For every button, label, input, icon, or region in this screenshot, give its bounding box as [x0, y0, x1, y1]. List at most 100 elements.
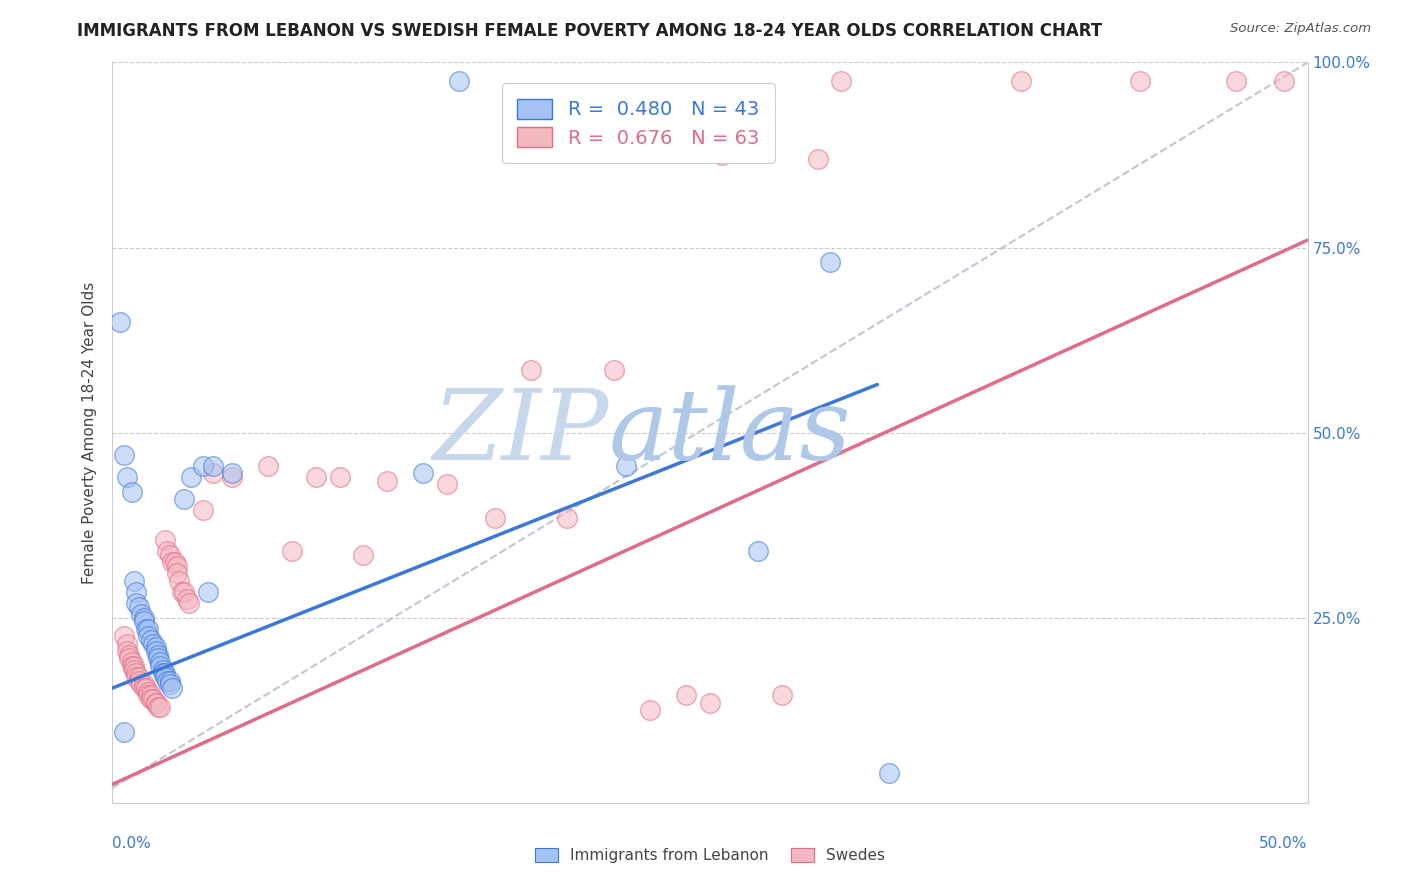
- Point: [818, 255, 841, 269]
- Text: Source: ZipAtlas.com: Source: ZipAtlas.com: [1230, 22, 1371, 36]
- Point: [115, 637, 138, 651]
- Point: [520, 362, 543, 376]
- Point: [173, 492, 195, 507]
- Point: [122, 658, 145, 673]
- Point: [329, 470, 352, 484]
- Point: [1225, 74, 1247, 88]
- Point: [115, 644, 138, 658]
- Point: [221, 470, 243, 484]
- Point: [193, 458, 215, 473]
- Point: [163, 555, 186, 569]
- Point: [156, 544, 179, 558]
- Point: [675, 689, 697, 703]
- Point: [146, 651, 169, 665]
- Point: [135, 681, 157, 695]
- Point: [603, 362, 626, 376]
- Point: [159, 673, 181, 688]
- Point: [125, 584, 148, 599]
- Point: [138, 629, 160, 643]
- Point: [305, 470, 328, 484]
- Point: [114, 448, 135, 462]
- Point: [1010, 74, 1032, 88]
- Point: [162, 555, 183, 569]
- Point: [145, 644, 167, 658]
- Point: [118, 648, 141, 662]
- Point: [153, 666, 176, 681]
- Point: [807, 152, 830, 166]
- Point: [114, 725, 135, 739]
- Point: [152, 666, 174, 681]
- Point: [436, 477, 458, 491]
- Point: [145, 696, 167, 710]
- Text: 0.0%: 0.0%: [112, 836, 152, 851]
- Point: [129, 677, 152, 691]
- Point: [447, 74, 470, 88]
- Point: [115, 470, 138, 484]
- Point: [770, 689, 793, 703]
- Point: [145, 696, 167, 710]
- Point: [166, 566, 188, 581]
- Point: [377, 474, 399, 488]
- Point: [166, 558, 188, 573]
- Point: [129, 607, 152, 621]
- Point: [201, 458, 224, 473]
- Point: [142, 637, 165, 651]
- Legend: Immigrants from Lebanon, Swedes: Immigrants from Lebanon, Swedes: [529, 842, 891, 869]
- Text: IMMIGRANTS FROM LEBANON VS SWEDISH FEMALE POVERTY AMONG 18-24 YEAR OLDS CORRELAT: IMMIGRANTS FROM LEBANON VS SWEDISH FEMAL…: [77, 22, 1102, 40]
- Point: [162, 681, 183, 695]
- Point: [121, 658, 143, 673]
- Text: atlas: atlas: [609, 385, 851, 480]
- Point: [125, 666, 148, 681]
- Point: [173, 584, 195, 599]
- Point: [412, 467, 434, 481]
- Point: [125, 596, 148, 610]
- Point: [128, 670, 150, 684]
- Point: [352, 548, 374, 562]
- Point: [879, 766, 901, 780]
- Text: ZIP: ZIP: [432, 385, 609, 480]
- Point: [145, 640, 167, 655]
- Point: [135, 622, 157, 636]
- Point: [153, 670, 176, 684]
- Point: [197, 584, 219, 599]
- Point: [132, 610, 155, 624]
- Point: [132, 615, 155, 629]
- Point: [121, 484, 143, 499]
- Point: [149, 658, 172, 673]
- Point: [257, 458, 280, 473]
- Point: [118, 651, 141, 665]
- Point: [128, 673, 150, 688]
- Point: [747, 544, 769, 558]
- Point: [616, 458, 638, 473]
- Point: [711, 148, 734, 162]
- Point: [201, 467, 224, 481]
- Point: [1272, 74, 1295, 88]
- Point: [122, 663, 145, 677]
- Point: [121, 655, 143, 669]
- Point: [149, 655, 172, 669]
- Point: [139, 632, 162, 647]
- Point: [138, 685, 160, 699]
- Point: [484, 510, 506, 524]
- Point: [122, 574, 145, 588]
- Point: [180, 470, 202, 484]
- Point: [831, 74, 853, 88]
- Point: [281, 544, 304, 558]
- Point: [146, 699, 169, 714]
- Point: [139, 692, 162, 706]
- Point: [159, 677, 181, 691]
- Point: [170, 584, 193, 599]
- Point: [699, 696, 721, 710]
- Y-axis label: Female Poverty Among 18-24 Year Olds: Female Poverty Among 18-24 Year Olds: [82, 282, 97, 583]
- Point: [125, 670, 148, 684]
- Point: [132, 681, 155, 695]
- Point: [138, 622, 160, 636]
- Point: [108, 314, 131, 328]
- Point: [1129, 74, 1152, 88]
- Point: [221, 467, 243, 481]
- Point: [153, 533, 176, 547]
- Point: [640, 703, 662, 717]
- Point: [159, 548, 181, 562]
- Point: [193, 503, 215, 517]
- Point: [156, 673, 179, 688]
